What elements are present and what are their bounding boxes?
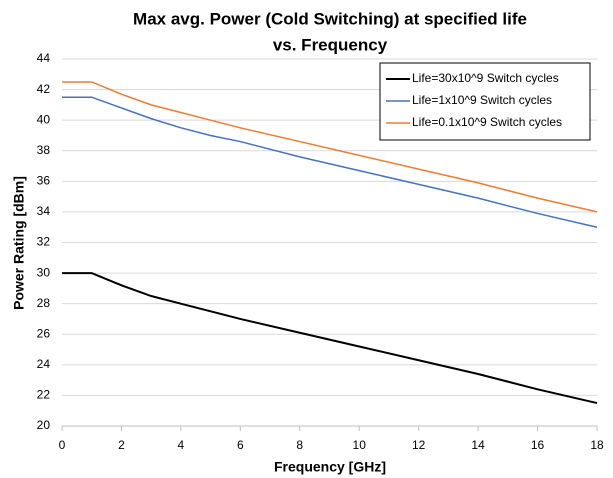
- legend-label: Life=0.1x10^9 Switch cycles: [412, 115, 562, 129]
- series-line: [62, 96, 598, 228]
- x-tick-label: 8: [296, 438, 303, 452]
- series-line: [62, 272, 598, 405]
- y-tick-label: 36: [37, 174, 51, 188]
- y-tick-label: 32: [37, 235, 51, 249]
- legend-label: Life=1x10^9 Switch cycles: [412, 93, 552, 107]
- x-tick-label: 6: [237, 438, 244, 452]
- x-tick-label: 0: [59, 438, 66, 452]
- y-tick-label: 38: [37, 143, 51, 157]
- legend-box: [379, 62, 591, 141]
- x-tick-label: 10: [353, 438, 367, 452]
- chart-title: vs. Frequency: [273, 35, 388, 54]
- x-tick-label: 14: [471, 438, 485, 452]
- y-tick-label: 30: [37, 265, 51, 279]
- y-tick-label: 28: [37, 296, 51, 310]
- x-tick-label: 2: [118, 438, 125, 452]
- x-tick-label: 4: [178, 438, 185, 452]
- y-tick-label: 40: [37, 112, 51, 126]
- y-tick-label: 26: [37, 326, 51, 340]
- legend-label: Life=30x10^9 Switch cycles: [412, 71, 559, 85]
- x-axis-label: Frequency [GHz]: [274, 459, 386, 475]
- x-tick-label: 18: [590, 438, 604, 452]
- y-tick-label: 44: [37, 51, 51, 65]
- series-line: [62, 81, 598, 213]
- y-tick-label: 22: [37, 388, 51, 402]
- x-tick-label: 12: [412, 438, 426, 452]
- x-tick-label: 16: [531, 438, 545, 452]
- y-axis-label: Power Rating [dBm]: [11, 176, 27, 310]
- y-tick-label: 42: [37, 82, 51, 96]
- y-tick-label: 24: [37, 357, 51, 371]
- y-tick-label: 20: [37, 418, 51, 432]
- y-tick-label: 34: [37, 204, 51, 218]
- chart-title: Max avg. Power (Cold Switching) at speci…: [133, 9, 527, 28]
